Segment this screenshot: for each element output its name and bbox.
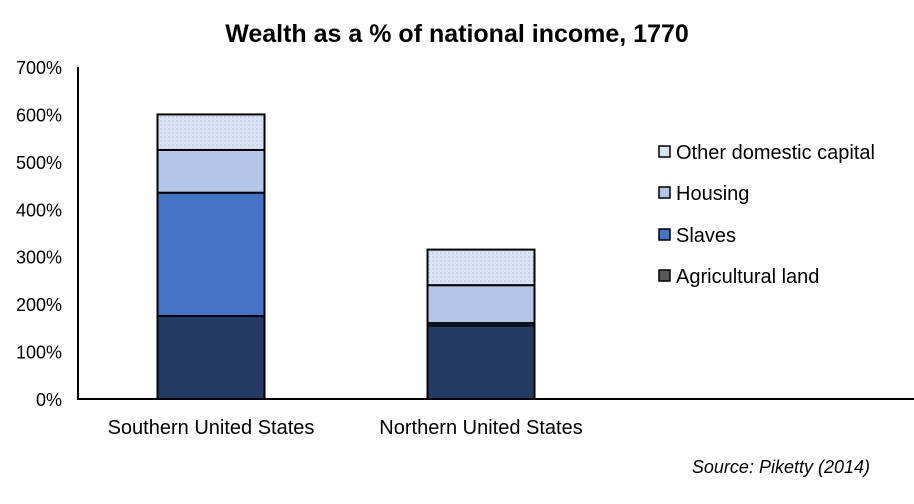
bar-slaves-0 [156, 191, 266, 317]
y-tick-label: 500% [16, 153, 62, 173]
legend-swatch [658, 145, 671, 158]
chart-title: Wealth as a % of national income, 1770 [225, 20, 689, 48]
bar-other-domestic-capital-1 [426, 248, 536, 287]
legend-label: Other domestic capital [676, 142, 875, 164]
bar-agricultural-land-0 [156, 315, 266, 400]
legend-swatch [658, 186, 671, 199]
bar-agricultural-land-1 [426, 324, 536, 400]
bar-housing-1 [426, 284, 536, 325]
y-tick-label: 100% [16, 343, 62, 363]
y-tick-label: 600% [16, 105, 62, 125]
source-annotation: Source: Piketty (2014) [692, 457, 870, 477]
legend-label: Slaves [676, 225, 736, 247]
y-tick-label: 300% [16, 248, 62, 268]
bar-other-domestic-capital-0 [156, 113, 266, 152]
y-tick-label: 200% [16, 295, 62, 315]
legend-label: Housing [676, 183, 749, 205]
legend-swatch [658, 269, 671, 282]
legend-label: Agricultural land [676, 266, 819, 288]
legend-swatch [658, 228, 671, 241]
y-tick-label: 700% [16, 58, 62, 78]
x-tick-label: Northern United States [379, 417, 582, 439]
y-tick-label: 0% [36, 390, 62, 410]
bar-housing-0 [156, 149, 266, 194]
x-tick-label: Southern United States [108, 417, 315, 439]
y-tick-label: 400% [16, 200, 62, 220]
